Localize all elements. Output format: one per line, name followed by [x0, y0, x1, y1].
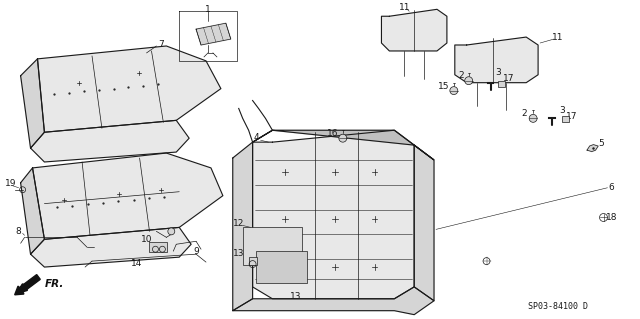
Text: 13: 13 [233, 249, 244, 258]
Text: FR.: FR. [44, 279, 64, 289]
Polygon shape [253, 130, 414, 299]
Text: 2: 2 [522, 109, 527, 118]
Polygon shape [20, 168, 44, 254]
Text: 17: 17 [566, 112, 577, 121]
Text: 3: 3 [495, 68, 501, 77]
Text: 2: 2 [458, 71, 463, 80]
Text: 1: 1 [205, 5, 211, 14]
Circle shape [450, 87, 458, 94]
FancyBboxPatch shape [248, 257, 257, 265]
Text: 7: 7 [159, 40, 164, 48]
FancyBboxPatch shape [150, 242, 167, 252]
Text: 16: 16 [327, 129, 339, 138]
Text: 8: 8 [16, 227, 22, 236]
FancyArrow shape [15, 275, 40, 295]
Polygon shape [455, 37, 538, 83]
Circle shape [168, 228, 175, 235]
Text: 14: 14 [131, 259, 142, 268]
Circle shape [465, 77, 473, 85]
Text: 10: 10 [141, 235, 152, 244]
Text: SP03-84100 D: SP03-84100 D [528, 302, 588, 311]
Polygon shape [38, 46, 221, 132]
Text: 6: 6 [609, 183, 614, 192]
Text: 4: 4 [253, 133, 259, 142]
Text: 19: 19 [5, 179, 17, 188]
Text: 9: 9 [193, 247, 199, 256]
Circle shape [339, 134, 347, 142]
Polygon shape [253, 130, 434, 160]
Text: 5: 5 [598, 139, 604, 148]
Text: 13: 13 [289, 292, 301, 301]
Polygon shape [31, 227, 191, 267]
Text: 11: 11 [552, 33, 564, 41]
Polygon shape [233, 142, 253, 311]
FancyBboxPatch shape [562, 116, 569, 122]
Polygon shape [33, 153, 223, 239]
Text: 3: 3 [559, 106, 564, 115]
FancyBboxPatch shape [499, 81, 506, 87]
Text: 12: 12 [233, 219, 244, 228]
Polygon shape [20, 59, 44, 148]
Polygon shape [414, 145, 434, 301]
Polygon shape [31, 120, 189, 162]
FancyBboxPatch shape [255, 251, 307, 283]
Polygon shape [381, 9, 447, 51]
FancyBboxPatch shape [243, 227, 302, 265]
Text: 18: 18 [605, 213, 617, 222]
Text: 17: 17 [502, 74, 514, 83]
Polygon shape [233, 287, 434, 315]
Text: 11: 11 [399, 3, 410, 12]
Text: 15: 15 [438, 82, 450, 91]
Polygon shape [587, 145, 598, 152]
Polygon shape [196, 23, 231, 45]
Circle shape [529, 115, 537, 122]
